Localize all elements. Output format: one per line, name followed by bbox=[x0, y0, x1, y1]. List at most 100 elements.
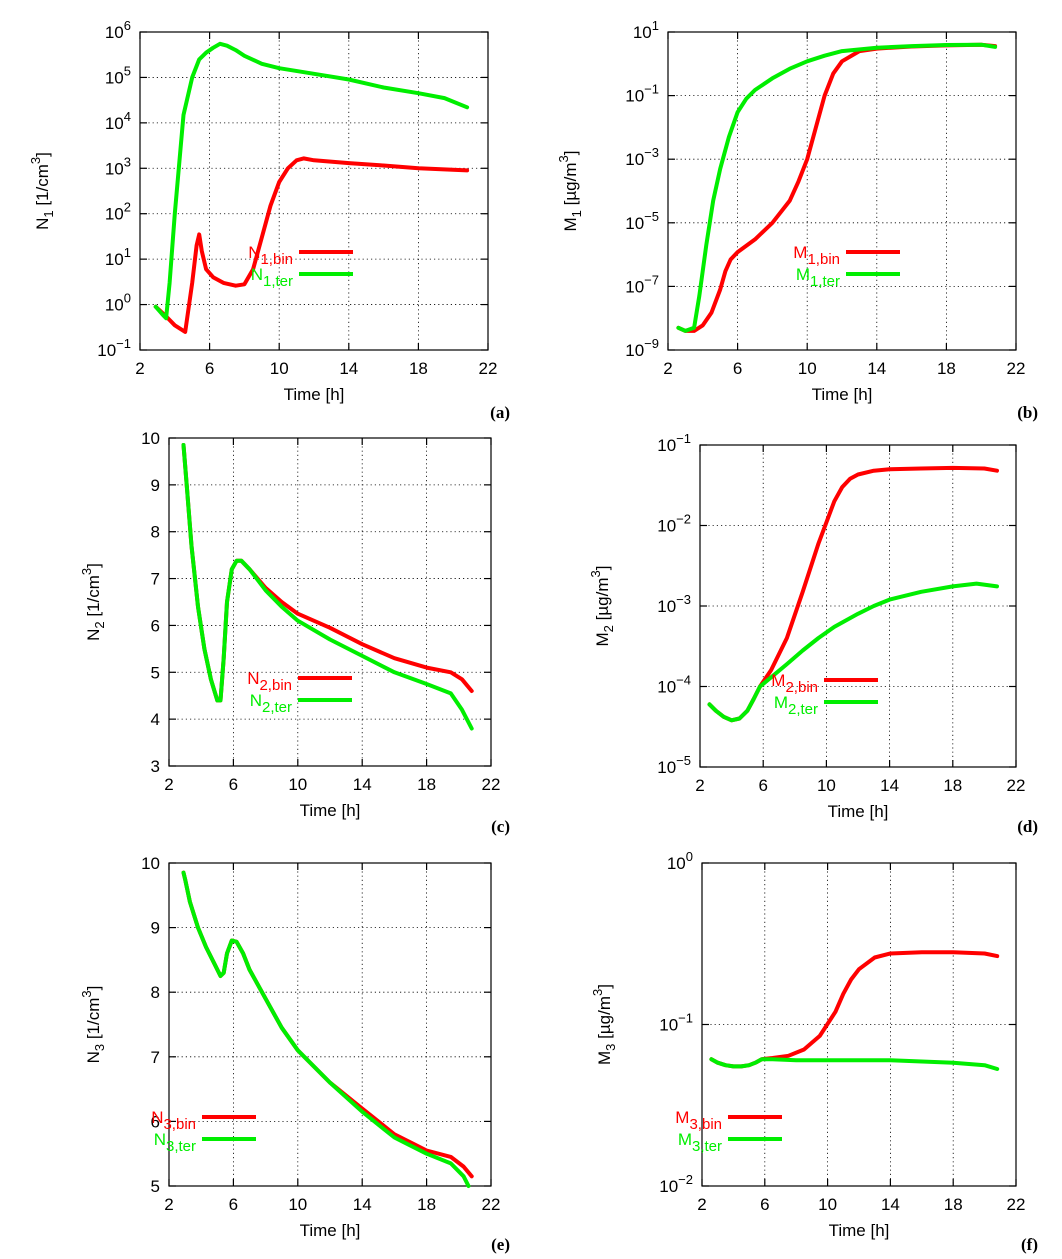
x-tick-label: 2 bbox=[135, 359, 144, 378]
y-axis-label: N2 [1/cm3] bbox=[79, 563, 107, 641]
x-tick-label: 10 bbox=[818, 1195, 837, 1214]
y-tick-label: 6 bbox=[151, 616, 160, 635]
legend-label: M3,ter bbox=[678, 1130, 722, 1155]
y-tick-label: 100 bbox=[667, 849, 693, 873]
y-tick-label: 105 bbox=[105, 63, 131, 87]
panel-label: (d) bbox=[1017, 817, 1038, 836]
series-line-M3,bin bbox=[709, 950, 1000, 1069]
y-tick-label: 101 bbox=[105, 245, 131, 269]
y-tick-label: 9 bbox=[151, 919, 160, 938]
x-axis-label: Time [h] bbox=[812, 385, 873, 404]
series-line-M2,ter bbox=[707, 581, 999, 723]
x-axis-label: Time [h] bbox=[300, 801, 361, 820]
x-tick-label: 2 bbox=[164, 1195, 173, 1214]
chart-panel-2: 2 6 10 14 18 22 10−9 10−7 10−5 10−3 10−1 101 Time [h… bbox=[556, 18, 1038, 422]
x-tick-label: 22 bbox=[482, 775, 501, 794]
series-line-N3,bin bbox=[181, 870, 474, 1179]
y-tick-label: 10−1 bbox=[625, 82, 659, 106]
x-tick-label: 18 bbox=[937, 359, 956, 378]
y-tick-label: 3 bbox=[151, 757, 160, 776]
series-line-M2,bin bbox=[707, 465, 999, 723]
x-tick-label: 2 bbox=[164, 775, 173, 794]
panel-label: (e) bbox=[491, 1235, 510, 1254]
y-tick-label: 10−1 bbox=[97, 336, 131, 360]
y-axis-label: M3 [µg/m3] bbox=[590, 984, 618, 1065]
x-tick-label: 6 bbox=[205, 359, 214, 378]
series-line-N1,ter bbox=[153, 41, 470, 321]
x-tick-label: 22 bbox=[1007, 776, 1026, 795]
y-tick-label: 8 bbox=[151, 983, 160, 1002]
plot-frame bbox=[139, 31, 489, 351]
x-tick-label: 10 bbox=[270, 359, 289, 378]
x-tick-label: 6 bbox=[229, 1195, 238, 1214]
y-tick-label: 10−1 bbox=[657, 431, 691, 455]
y-tick-label: 10−1 bbox=[659, 1011, 693, 1035]
chart-panel-5: 2 6 10 14 18 22 5 6 7 8 9 10 Time [h] N3 [1/cm3] N3,bi… bbox=[79, 854, 510, 1254]
y-tick-label: 5 bbox=[151, 663, 160, 682]
y-axis-label: N1 [1/cm3] bbox=[28, 152, 56, 230]
chart-panel-6: 2 6 10 14 18 22 10−2 10−1 100 Time [h] M3 [µg/m3] M… bbox=[590, 849, 1038, 1254]
x-tick-label: 10 bbox=[798, 359, 817, 378]
series-line-M3,ter bbox=[709, 1057, 1000, 1071]
x-tick-label: 2 bbox=[697, 1195, 706, 1214]
y-tick-label: 4 bbox=[151, 710, 160, 729]
x-axis-label: Time [h] bbox=[284, 385, 345, 404]
y-tick-label: 104 bbox=[105, 109, 131, 133]
x-axis-label: Time [h] bbox=[828, 802, 889, 821]
x-tick-label: 18 bbox=[409, 359, 428, 378]
legend-label: N2,ter bbox=[250, 691, 292, 716]
x-tick-label: 14 bbox=[339, 359, 358, 378]
x-tick-label: 6 bbox=[229, 775, 238, 794]
legend-label: N3,ter bbox=[154, 1130, 196, 1155]
legend-label: N1,bin bbox=[248, 243, 293, 268]
y-tick-label: 8 bbox=[151, 523, 160, 542]
y-tick-label: 10−5 bbox=[625, 209, 659, 233]
y-tick-label: 10−5 bbox=[657, 753, 691, 777]
y-tick-label: 10−9 bbox=[625, 336, 659, 360]
x-tick-label: 10 bbox=[817, 776, 836, 795]
x-tick-label: 14 bbox=[881, 1195, 900, 1214]
y-axis-label: M2 [µg/m3] bbox=[588, 566, 616, 647]
x-tick-label: 14 bbox=[353, 1195, 372, 1214]
x-tick-label: 22 bbox=[479, 359, 498, 378]
x-tick-label: 14 bbox=[880, 776, 899, 795]
x-tick-label: 2 bbox=[695, 776, 704, 795]
y-tick-label: 10−3 bbox=[657, 592, 691, 616]
x-tick-label: 18 bbox=[944, 1195, 963, 1214]
panel-label: (c) bbox=[491, 817, 510, 836]
legend-label: N1,ter bbox=[251, 265, 293, 290]
x-tick-label: 6 bbox=[760, 1195, 769, 1214]
y-tick-label: 6 bbox=[151, 1112, 160, 1131]
y-tick-label: 7 bbox=[151, 570, 160, 589]
legend-label: N3,bin bbox=[151, 1108, 196, 1133]
x-tick-label: 2 bbox=[663, 359, 672, 378]
x-tick-label: 14 bbox=[867, 359, 886, 378]
chart-panel-1: 2 6 10 14 18 22 10−1 100 101 102 103 104 105 106 Time … bbox=[28, 18, 510, 422]
y-tick-label: 100 bbox=[105, 291, 131, 315]
x-tick-label: 10 bbox=[288, 775, 307, 794]
series-line-N2,bin bbox=[181, 443, 474, 703]
y-tick-label: 10−2 bbox=[659, 1172, 693, 1196]
x-tick-label: 6 bbox=[733, 359, 742, 378]
panel-label: (b) bbox=[1017, 403, 1038, 422]
y-tick-label: 106 bbox=[105, 18, 131, 42]
y-tick-label: 10 bbox=[141, 429, 160, 448]
plot-frame bbox=[168, 437, 492, 767]
y-tick-label: 7 bbox=[151, 1048, 160, 1067]
x-tick-label: 18 bbox=[417, 775, 436, 794]
legend-label: M1,bin bbox=[793, 243, 840, 268]
x-tick-label: 22 bbox=[1007, 1195, 1026, 1214]
panel-label: (a) bbox=[490, 403, 510, 422]
x-tick-label: 18 bbox=[417, 1195, 436, 1214]
y-axis-label: M1 [µg/m3] bbox=[556, 151, 584, 232]
x-tick-label: 14 bbox=[353, 775, 372, 794]
y-tick-label: 10−3 bbox=[625, 145, 659, 169]
y-tick-label: 10−2 bbox=[657, 512, 691, 536]
panel-label: (f) bbox=[1021, 1235, 1038, 1254]
y-axis-label: N3 [1/cm3] bbox=[79, 986, 107, 1064]
series-line-M1,ter bbox=[676, 42, 998, 333]
y-tick-label: 10 bbox=[141, 854, 160, 873]
series-line-N3,ter bbox=[181, 870, 471, 1188]
legend-label: M2,ter bbox=[774, 693, 818, 718]
